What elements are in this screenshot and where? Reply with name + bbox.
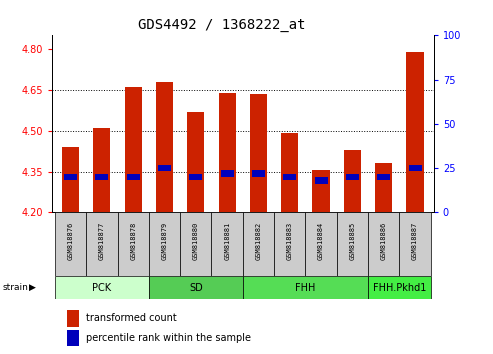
Bar [189,174,202,180]
Bar [55,212,86,276]
Text: GSM818878: GSM818878 [130,222,136,260]
Text: GSM818876: GSM818876 [68,222,73,260]
Bar [149,212,180,276]
Bar [243,276,368,299]
Bar [313,170,330,212]
Bar [218,93,236,212]
Bar [399,212,431,276]
Bar [346,174,359,180]
Text: FHH.Pkhd1: FHH.Pkhd1 [373,282,426,293]
Bar [283,174,296,180]
Text: GSM818877: GSM818877 [99,222,105,260]
Text: ▶: ▶ [29,283,35,292]
Bar [274,212,306,276]
Bar [86,212,117,276]
Bar [377,174,390,180]
Bar [406,52,423,212]
Text: GDS4492 / 1368222_at: GDS4492 / 1368222_at [138,18,306,32]
Bar [117,212,149,276]
Text: strain: strain [2,283,28,292]
Bar [125,87,142,212]
Text: GSM818886: GSM818886 [381,222,387,260]
Bar [344,150,361,212]
Text: percentile rank within the sample: percentile rank within the sample [86,333,251,343]
Text: GSM818884: GSM818884 [318,222,324,260]
Text: GSM818881: GSM818881 [224,222,230,260]
Text: GSM818883: GSM818883 [287,222,293,260]
Bar [149,276,243,299]
Text: GSM818885: GSM818885 [350,222,355,260]
Bar [64,174,77,180]
Bar [221,170,234,177]
Bar [158,165,171,171]
Bar [281,133,298,212]
Text: GSM818887: GSM818887 [412,222,418,260]
Bar [180,212,211,276]
Bar [252,170,265,177]
Bar [67,310,78,326]
Bar [306,212,337,276]
Text: SD: SD [189,282,203,293]
Bar [368,212,399,276]
Bar [211,212,243,276]
Bar [62,147,79,212]
Bar [96,174,108,180]
Bar [250,94,267,212]
Bar [368,276,431,299]
Bar [93,128,110,212]
Bar [315,177,327,184]
Bar [127,174,140,180]
Bar [337,212,368,276]
Bar [243,212,274,276]
Bar [409,165,422,171]
Text: GSM818882: GSM818882 [255,222,261,260]
Bar [55,276,149,299]
Text: GSM818879: GSM818879 [162,222,168,260]
Bar [67,330,78,346]
Bar [156,82,173,212]
Text: PCK: PCK [92,282,111,293]
Bar [375,164,392,212]
Text: FHH: FHH [295,282,316,293]
Bar [187,112,205,212]
Text: transformed count: transformed count [86,314,177,324]
Text: GSM818880: GSM818880 [193,222,199,260]
